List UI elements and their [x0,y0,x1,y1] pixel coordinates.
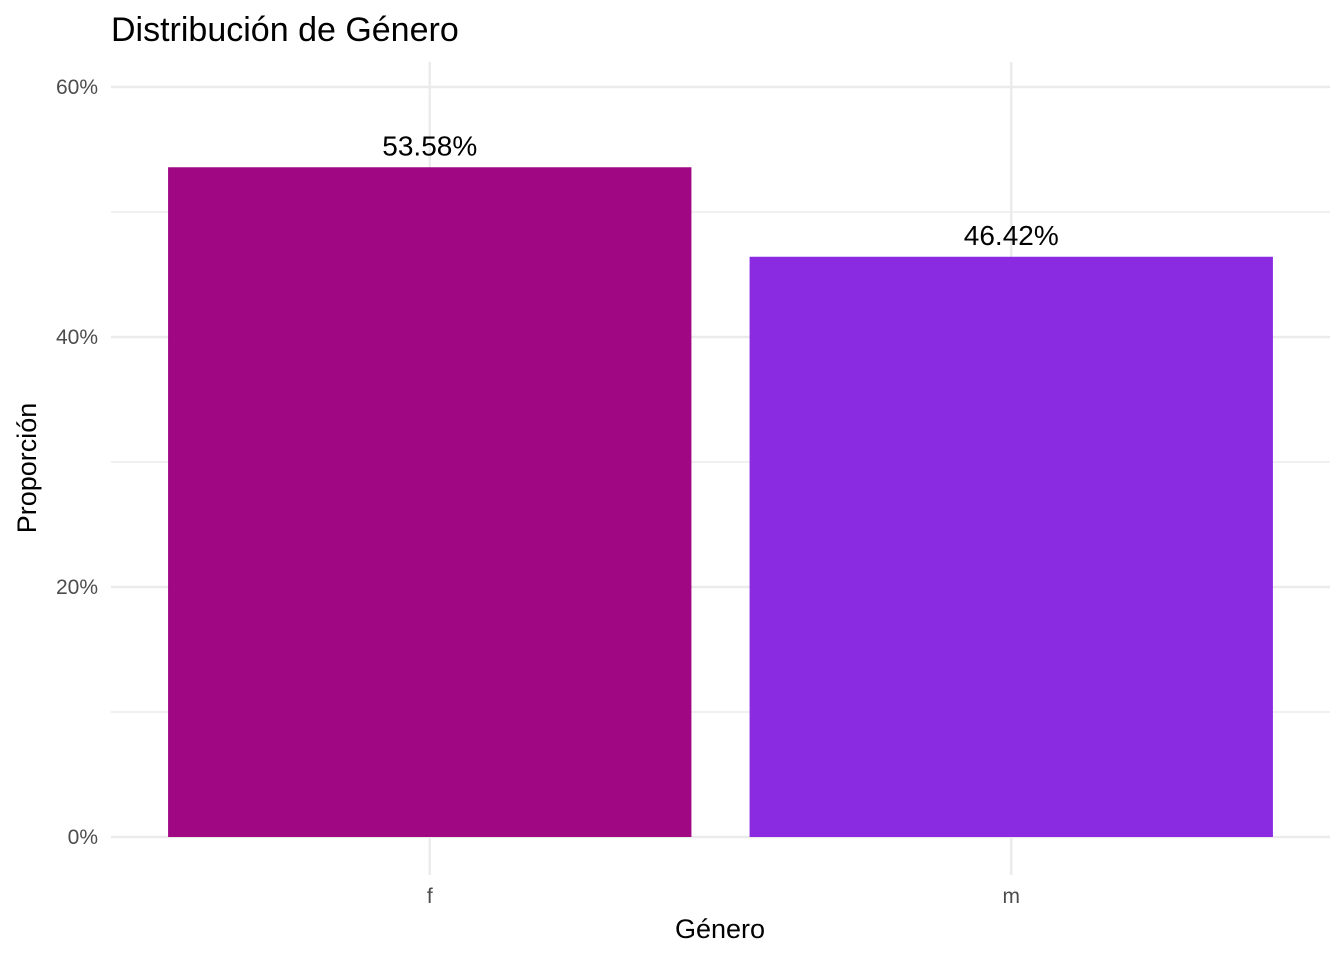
x-axis-title: Género [675,914,765,944]
y-tick-label: 60% [56,76,98,99]
bar-f [168,167,692,837]
chart-title: Distribución de Género [111,11,459,49]
y-axis-ticks: 0% 20% 40% 60% [56,76,98,849]
data-label-m: 46.42% [964,220,1059,251]
data-labels-layer: 53.58% 46.42% [382,130,1058,251]
y-tick-label: 0% [68,826,98,849]
x-tick-label: m [1003,885,1021,908]
y-axis-title: Proporción [12,403,42,534]
data-label-f: 53.58% [382,130,477,161]
bars-layer [168,167,1273,837]
x-tick-label: f [427,885,433,908]
y-tick-label: 20% [56,576,98,599]
bar-m [749,256,1273,837]
y-tick-label: 40% [56,326,98,349]
